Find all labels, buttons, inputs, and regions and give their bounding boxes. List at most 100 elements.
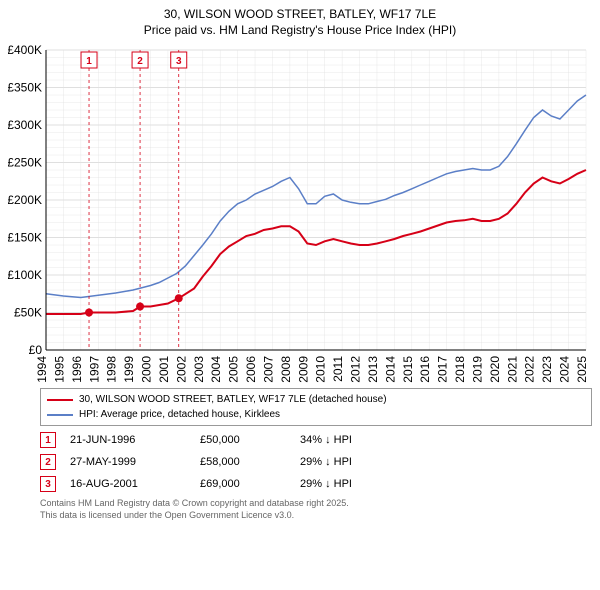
x-tick-label: 2023	[540, 356, 554, 383]
x-tick-group: 2009	[296, 356, 310, 383]
x-tick-group: 2017	[436, 356, 450, 383]
x-tick-label: 2003	[192, 356, 206, 383]
y-tick-label: £400K	[8, 44, 42, 57]
x-tick-label: 2025	[575, 356, 589, 383]
x-tick-group: 2000	[140, 356, 154, 383]
legend-swatch	[47, 399, 73, 401]
x-tick-group: 2015	[401, 356, 415, 383]
x-tick-group: 1997	[87, 356, 101, 383]
chart-container: 30, WILSON WOOD STREET, BATLEY, WF17 7LE…	[0, 0, 600, 590]
sales-block: 121-JUN-1996£50,00034% ↓ HPI227-MAY-1999…	[40, 432, 592, 492]
series-price_paid	[46, 170, 586, 314]
y-tick-label: £300K	[8, 118, 42, 132]
x-tick-group: 2001	[157, 356, 171, 383]
x-tick-group: 2014	[383, 356, 397, 383]
legend-row: HPI: Average price, detached house, Kirk…	[47, 407, 585, 422]
x-tick-group: 2020	[488, 356, 502, 383]
sale-marker-dot	[136, 303, 144, 311]
x-tick-label: 2005	[227, 356, 241, 383]
sale-row-diff: 29% ↓ HPI	[300, 456, 352, 468]
x-tick-group: 2025	[575, 356, 589, 383]
x-tick-label: 2001	[157, 356, 171, 383]
x-tick-label: 2006	[244, 356, 258, 383]
footnote: Contains HM Land Registry data © Crown c…	[40, 498, 592, 521]
sale-row: 316-AUG-2001£69,00029% ↓ HPI	[40, 476, 592, 492]
legend-box: 30, WILSON WOOD STREET, BATLEY, WF17 7LE…	[40, 388, 592, 426]
x-tick-label: 2016	[418, 356, 432, 383]
x-tick-group: 2004	[209, 356, 223, 383]
x-tick-group: 2019	[470, 356, 484, 383]
x-tick-group: 2005	[227, 356, 241, 383]
sale-row-marker: 3	[40, 476, 56, 492]
chart-area: £0 £50K £100K £150K £200K £250K £300K £350K £400…	[8, 44, 592, 384]
x-tick-group: 2007	[261, 356, 275, 383]
sale-row-price: £69,000	[200, 478, 300, 490]
sale-row-date: 21-JUN-1996	[70, 434, 200, 446]
x-tick-group: 2011	[331, 356, 345, 382]
x-tick-group: 2008	[279, 356, 293, 383]
y-tick-label: £250K	[8, 156, 42, 170]
x-tick-group: 2013	[366, 356, 380, 383]
y-tick-label: £100K	[8, 268, 42, 282]
x-tick-label: 2012	[349, 356, 363, 383]
x-tick-group: 2022	[523, 356, 537, 383]
sale-marker-dot	[85, 309, 93, 317]
x-tick-group: 2016	[418, 356, 432, 383]
sale-row-price: £58,000	[200, 456, 300, 468]
sale-row: 227-MAY-1999£58,00029% ↓ HPI	[40, 454, 592, 470]
x-tick-group: 1998	[105, 356, 119, 383]
x-tick-group: 2021	[505, 356, 519, 383]
x-tick-label: 2014	[383, 356, 397, 383]
x-tick-label: 2024	[558, 356, 572, 383]
x-tick-label: 2017	[436, 356, 450, 383]
y-tick-label: £0	[29, 343, 43, 357]
x-tick-group: 2003	[192, 356, 206, 383]
x-tick-group: 2018	[453, 356, 467, 383]
x-tick-label: 1994	[35, 356, 49, 383]
y-tick-label: £150K	[8, 231, 42, 245]
x-tick-label: 2008	[279, 356, 293, 383]
title-block: 30, WILSON WOOD STREET, BATLEY, WF17 7LE…	[0, 0, 600, 38]
x-tick-label: 2011	[331, 356, 345, 382]
sale-marker-num: 1	[86, 56, 92, 67]
x-tick-group: 1999	[122, 356, 136, 383]
x-tick-group: 2012	[349, 356, 363, 383]
legend-row: 30, WILSON WOOD STREET, BATLEY, WF17 7LE…	[47, 392, 585, 407]
x-tick-label: 2013	[366, 356, 380, 383]
footnote-line1: Contains HM Land Registry data © Crown c…	[40, 498, 592, 510]
x-tick-label: 2007	[261, 356, 275, 383]
x-tick-label: 2010	[314, 356, 328, 383]
x-tick-group: 2006	[244, 356, 258, 383]
sale-row-marker: 2	[40, 454, 56, 470]
sale-marker-dot	[175, 295, 183, 303]
sale-row-marker: 1	[40, 432, 56, 448]
x-tick-group: 1996	[70, 356, 84, 383]
sale-marker-num: 2	[137, 56, 143, 67]
title-line2: Price paid vs. HM Land Registry's House …	[0, 22, 600, 38]
x-tick-label: 1999	[122, 356, 136, 383]
y-tick-label: £50K	[14, 306, 42, 320]
legend-label: 30, WILSON WOOD STREET, BATLEY, WF17 7LE…	[79, 392, 387, 407]
x-tick-label: 2002	[174, 356, 188, 383]
x-tick-group: 2024	[558, 356, 572, 383]
y-tick-label: £350K	[8, 81, 42, 95]
sale-row-date: 16-AUG-2001	[70, 478, 200, 490]
footnote-line2: This data is licensed under the Open Gov…	[40, 510, 592, 522]
x-tick-label: 2020	[488, 356, 502, 383]
x-tick-label: 2018	[453, 356, 467, 383]
x-tick-label: 2004	[209, 356, 223, 383]
sale-row-price: £50,000	[200, 434, 300, 446]
legend-label: HPI: Average price, detached house, Kirk…	[79, 407, 280, 422]
sale-row-diff: 34% ↓ HPI	[300, 434, 352, 446]
x-tick-label: 2015	[401, 356, 415, 383]
x-tick-label: 2022	[523, 356, 537, 383]
x-tick-label: 1998	[105, 356, 119, 383]
x-tick-label: 1997	[87, 356, 101, 383]
title-line1: 30, WILSON WOOD STREET, BATLEY, WF17 7LE	[0, 6, 600, 22]
x-tick-group: 1994	[35, 356, 49, 383]
x-tick-group: 1995	[52, 356, 66, 383]
y-tick-label: £200K	[8, 193, 42, 207]
legend-swatch	[47, 414, 73, 416]
chart-svg: £0 £50K £100K £150K £200K £250K £300K £350K £400…	[8, 44, 592, 384]
x-tick-label: 2009	[296, 356, 310, 383]
